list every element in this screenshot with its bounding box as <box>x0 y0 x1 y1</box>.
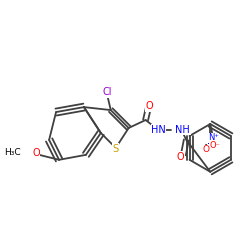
Text: O: O <box>32 148 40 158</box>
Text: O: O <box>203 145 210 154</box>
Text: S: S <box>113 144 119 154</box>
Text: N: N <box>206 134 214 144</box>
Text: H₃C: H₃C <box>4 148 20 157</box>
Text: Cl: Cl <box>102 87 112 97</box>
Text: O⁻: O⁻ <box>210 142 221 150</box>
Text: NH: NH <box>176 125 190 135</box>
Text: O: O <box>146 101 153 111</box>
Text: O: O <box>176 152 184 162</box>
Text: HN: HN <box>151 125 166 135</box>
Text: N⁺: N⁺ <box>208 134 219 142</box>
Text: N: N <box>207 136 215 146</box>
